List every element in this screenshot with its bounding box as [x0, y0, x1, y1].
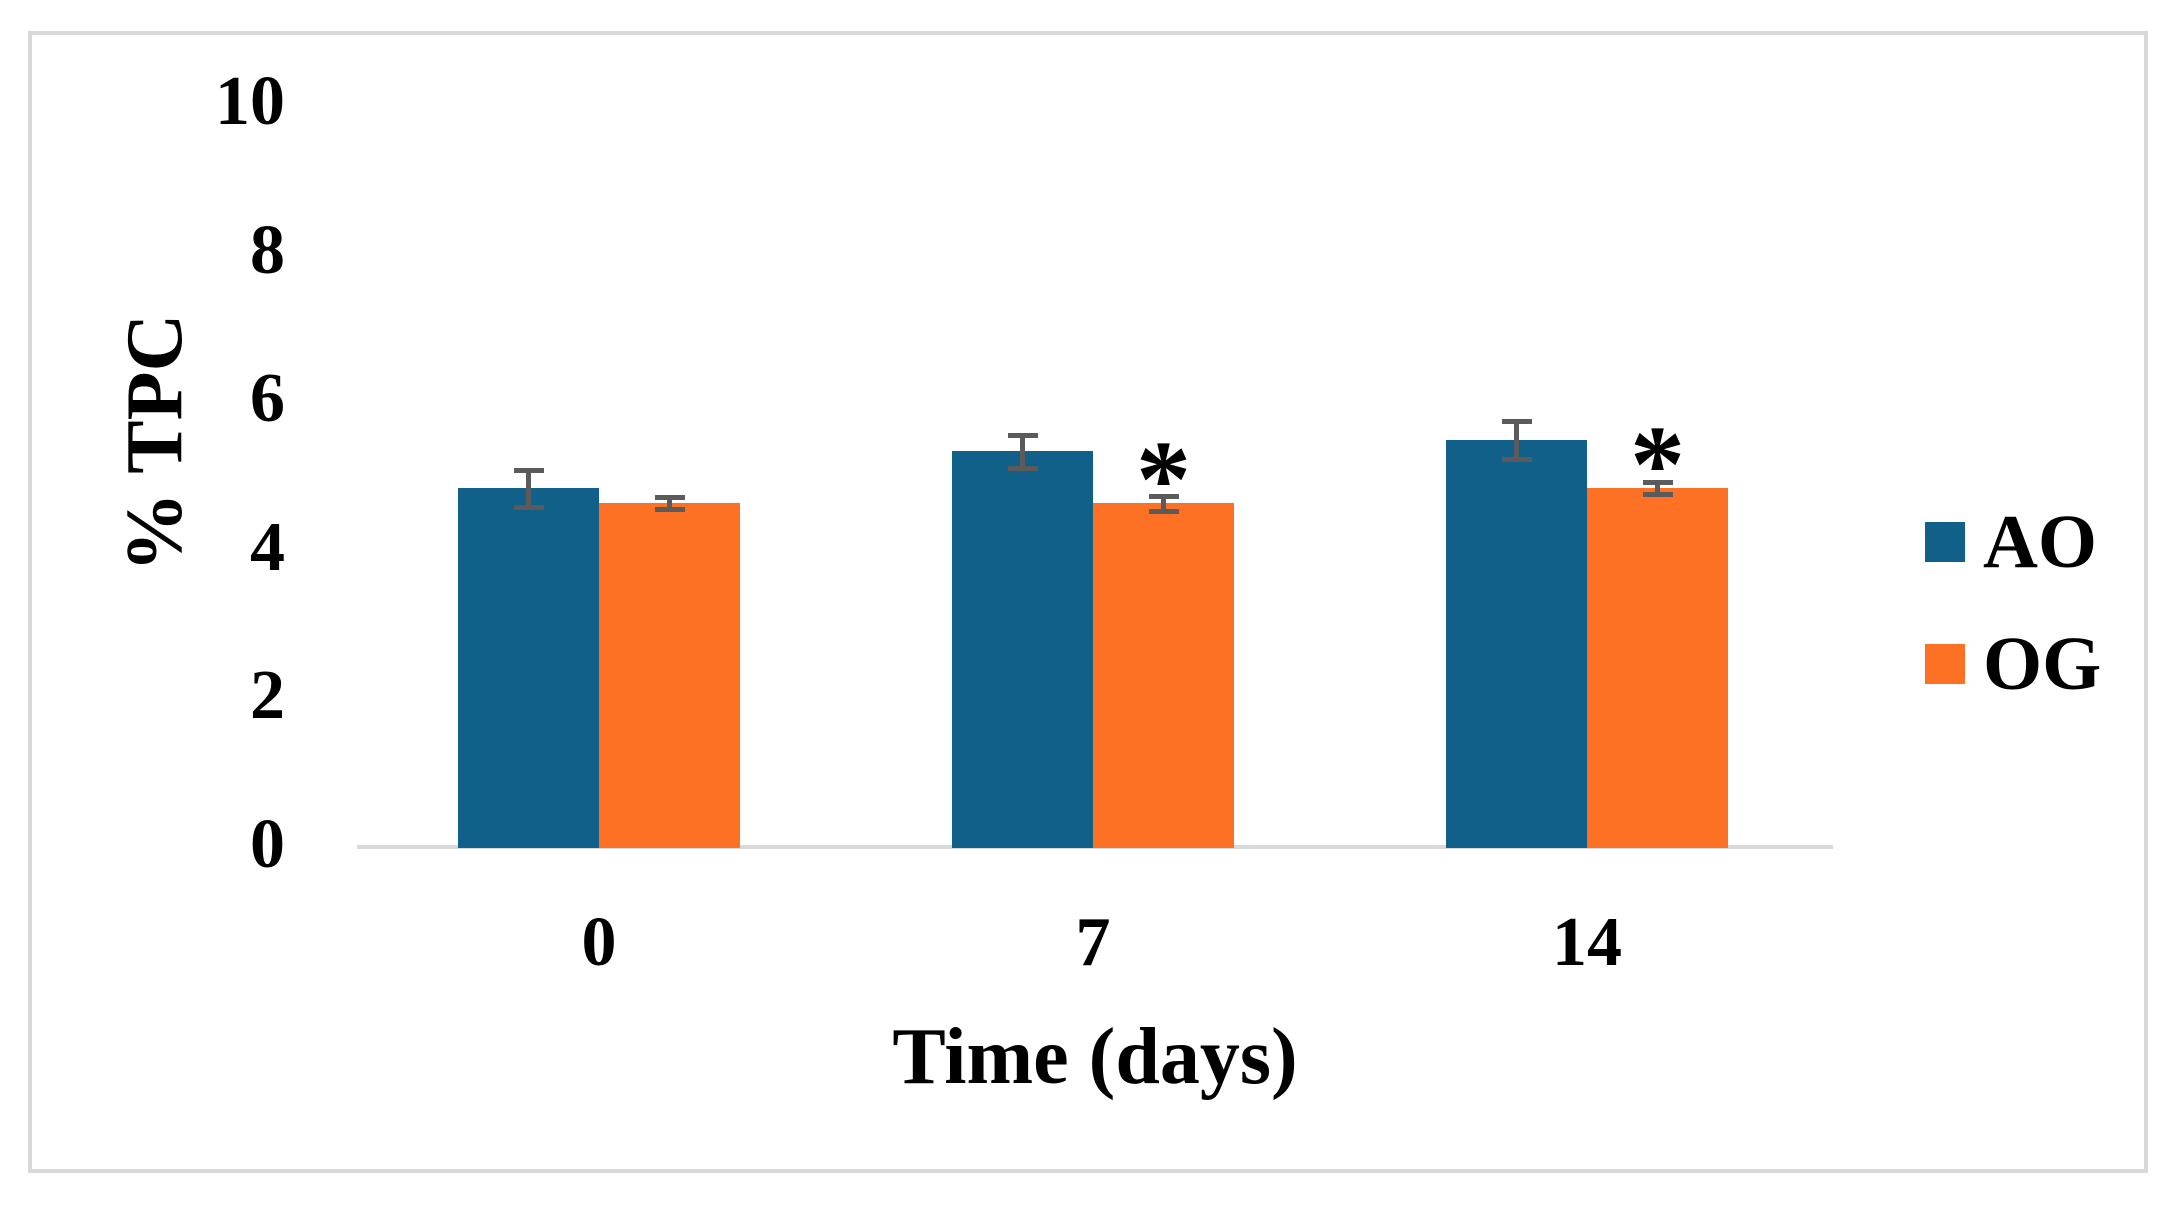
error-bar-whisker: [1655, 482, 1660, 495]
x-tick-label: 0: [581, 904, 617, 981]
y-tick-label: 6: [250, 360, 285, 438]
y-tick-label: 2: [250, 657, 285, 735]
error-bar-whisker: [1161, 495, 1166, 511]
bar-ao-7: [952, 451, 1093, 848]
bar-og-7: [1093, 503, 1234, 848]
error-bar-whisker: [1514, 421, 1519, 459]
x-axis-title: Time (days): [892, 1013, 1298, 1101]
legend-label-ao: AO: [1983, 500, 2097, 584]
bar-ao-0: [458, 488, 599, 848]
significance-asterisk: *: [1630, 403, 1685, 526]
x-tick-label: 14: [1552, 904, 1622, 981]
y-tick-label: 10: [215, 63, 285, 140]
error-bar-cap-top: [1501, 419, 1532, 425]
error-bar-cap-top: [1007, 432, 1038, 438]
significance-asterisk: *: [1136, 418, 1191, 541]
x-tick-label: 7: [1075, 904, 1111, 981]
error-bar-cap-bottom: [1148, 508, 1179, 514]
bar-og-0: [599, 503, 740, 848]
error-bar-cap-top: [513, 467, 544, 473]
bar-og-14: [1587, 488, 1728, 848]
legend-item-og: OG: [1925, 624, 2101, 704]
error-bar-cap-bottom: [1007, 465, 1038, 471]
error-bar-cap-bottom: [513, 504, 544, 510]
y-tick-label: 4: [250, 508, 285, 586]
y-tick-label: 8: [250, 211, 285, 289]
error-bar-cap-top: [1642, 480, 1673, 486]
bar-ao-14: [1446, 440, 1587, 848]
y-tick-label: 0: [250, 806, 285, 883]
error-bar-whisker: [526, 469, 531, 507]
error-bar-whisker: [1020, 434, 1025, 468]
error-bar-cap-bottom: [1642, 492, 1673, 498]
legend-label-og: OG: [1983, 622, 2102, 706]
error-bar-cap-top: [654, 495, 685, 501]
error-bar-cap-top: [1148, 493, 1179, 499]
error-bar-cap-bottom: [654, 507, 685, 513]
legend-swatch-ao: [1925, 522, 1965, 562]
error-bar-cap-bottom: [1501, 456, 1532, 462]
legend-item-ao: AO: [1925, 502, 2097, 582]
error-bar-whisker: [667, 497, 672, 510]
legend-swatch-og: [1925, 644, 1965, 684]
